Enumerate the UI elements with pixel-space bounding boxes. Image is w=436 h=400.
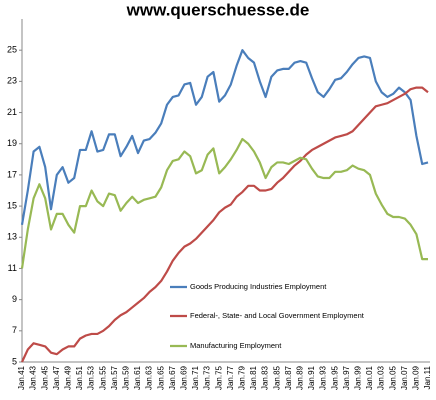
x-tick-label: Jan.69	[180, 365, 189, 390]
x-tick-label: Jan.93	[319, 365, 328, 390]
x-tick-label: Jan.99	[354, 365, 363, 390]
x-tick-label: Jan.75	[214, 365, 223, 390]
x-tick-label: Jan.03	[377, 365, 386, 390]
x-tick-label: Jan.87	[284, 365, 293, 390]
x-tick-label: Jan.81	[249, 365, 258, 390]
y-tick-label: 7	[12, 325, 17, 335]
y-tick-label: 21	[7, 107, 17, 117]
x-tick-label: Jan.63	[145, 365, 154, 390]
x-tick-label: Jan.89	[296, 365, 305, 390]
y-tick-label: 25	[7, 45, 17, 55]
x-tick-label: Jan.57	[110, 365, 119, 390]
y-tick-label: 15	[7, 200, 17, 210]
x-tick-label: Jan.55	[98, 365, 107, 390]
x-tick-label: Jan.49	[64, 365, 73, 390]
x-tick-label: Jan.51	[75, 365, 84, 390]
x-tick-label: Jan.97	[342, 365, 351, 390]
legend-label: Goods Producing Industries Employment	[190, 282, 327, 291]
x-tick-label: Jan.79	[238, 365, 247, 390]
x-tick-label: Jan.83	[261, 365, 270, 390]
y-tick-label: 13	[7, 232, 17, 242]
x-tick-label: Jan.61	[133, 365, 142, 390]
x-tick-label: Jan.95	[330, 365, 339, 390]
x-tick-label: Jan.85	[272, 365, 281, 390]
legend-label: Manufacturing Employment	[190, 341, 282, 350]
x-tick-label: Jan.05	[388, 365, 397, 390]
y-tick-label: 9	[12, 294, 17, 304]
legend-label: Federal-, State- and Local Government Em…	[190, 311, 365, 320]
x-tick-label: Jan.53	[87, 365, 96, 390]
y-tick-label: 23	[7, 76, 17, 86]
y-tick-label: 17	[7, 169, 17, 179]
series-line	[20, 49, 429, 225]
x-tick-label: Jan.11	[423, 365, 432, 389]
x-tick-label: Jan.71	[191, 365, 200, 390]
y-tick-label: 19	[7, 138, 17, 148]
y-tick-label: 11	[8, 263, 17, 273]
x-tick-label: Jan.45	[40, 365, 49, 390]
x-tick-label: Jan.91	[307, 365, 316, 390]
series-line	[20, 137, 428, 269]
y-tick-label: 5	[12, 356, 17, 366]
x-tick-label: Jan.09	[412, 365, 421, 390]
x-tick-label: Jan.67	[168, 365, 177, 390]
x-tick-label: Jan.07	[400, 365, 409, 390]
x-tick-label: Jan.47	[52, 365, 61, 390]
x-tick-label: Jan.01	[365, 365, 374, 390]
x-tick-label: Jan.73	[203, 365, 212, 390]
x-tick-label: Jan.77	[226, 365, 235, 390]
x-tick-label: Jan.59	[122, 365, 131, 390]
x-tick-label: Jan.41	[17, 365, 26, 390]
chart-title: www.querschuesse.de	[126, 0, 310, 19]
x-tick-label: Jan.65	[156, 365, 165, 390]
series-line	[21, 86, 429, 363]
x-tick-label: Jan.43	[29, 365, 38, 390]
